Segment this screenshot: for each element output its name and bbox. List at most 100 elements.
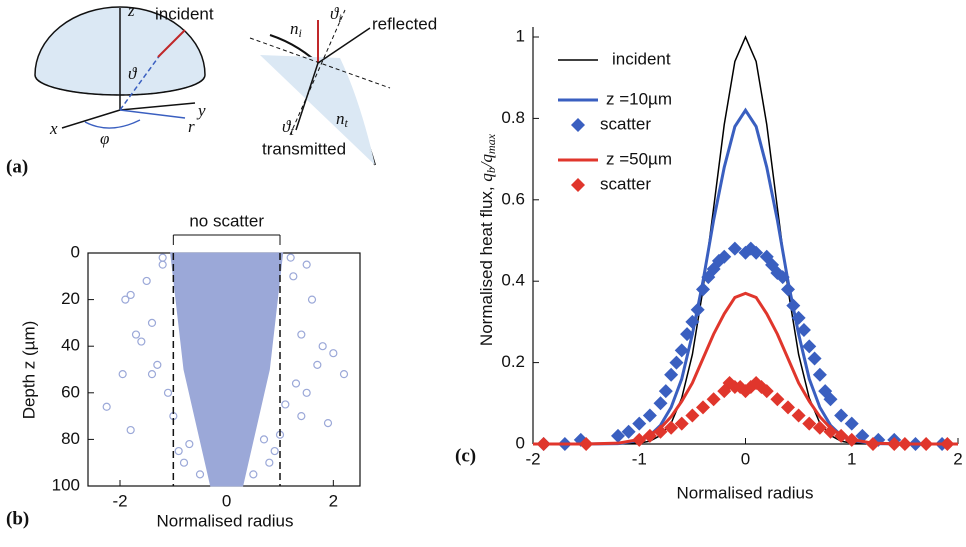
scatter-point — [185, 439, 194, 449]
diamond-marker — [919, 437, 934, 451]
diamond-marker — [696, 400, 710, 415]
x-tick-label: -1 — [632, 449, 647, 468]
diamond-marker — [940, 437, 955, 451]
scatter-point — [126, 425, 135, 435]
diamond-marker — [791, 310, 806, 325]
sub: t — [290, 124, 294, 138]
diamond-marker — [536, 437, 551, 451]
y-tick-label: 20 — [61, 289, 80, 308]
x-tick-label: 2 — [329, 491, 338, 510]
diamond-marker — [812, 367, 827, 382]
scatter-point — [249, 470, 258, 479]
diamond-marker — [823, 392, 838, 407]
scatter-point — [302, 388, 311, 397]
diamond-marker — [823, 424, 838, 439]
x-tick-label: 0 — [222, 491, 231, 510]
scatter-point — [118, 370, 127, 379]
scatter-point — [174, 446, 183, 456]
theta-label: ϑ — [128, 64, 138, 83]
x-tick-label: -2 — [112, 491, 127, 510]
y-axis-label: Normalised heat flux, qb/qmax — [477, 133, 498, 346]
diamond-marker — [775, 270, 790, 285]
scatter-point — [142, 276, 151, 286]
diamond-marker — [690, 302, 705, 317]
transmitted-label: transmitted — [262, 139, 346, 158]
diamond-marker — [632, 432, 647, 447]
x-tick-label: 0 — [741, 449, 750, 468]
legend-label: z =10µm — [606, 89, 672, 108]
y-tick-label: 60 — [61, 382, 80, 401]
x-axis-label: Normalised radius — [157, 511, 294, 530]
incident-arrow — [157, 29, 186, 58]
legend-label: scatter — [600, 174, 651, 193]
legend-marker — [571, 118, 585, 132]
diamond-marker — [727, 241, 742, 256]
scatter-point — [147, 370, 157, 379]
scatter-point — [323, 418, 333, 428]
scatter-point — [313, 360, 322, 369]
diamond-marker — [685, 314, 700, 329]
scatter-point — [286, 253, 295, 262]
diamond-marker — [696, 282, 710, 297]
reflected-ray — [317, 27, 371, 64]
y-axis-label: Depth z (µm) — [19, 321, 38, 420]
label-text: / — [477, 160, 496, 168]
scatter-point — [302, 260, 311, 269]
diamond-marker — [674, 343, 689, 358]
y-label: y — [196, 101, 206, 120]
scatter-point — [195, 470, 205, 479]
legend-label: incident — [612, 49, 671, 68]
diamond-marker — [897, 437, 912, 451]
reflected-label: reflected — [372, 14, 437, 33]
scatter-point — [297, 412, 306, 421]
diamond-marker — [770, 392, 785, 407]
diamond-marker — [680, 327, 695, 342]
label-text: q — [477, 173, 496, 182]
y-tick-label: 40 — [61, 336, 80, 355]
line-series — [533, 35, 958, 445]
n-i-label: ni — [290, 19, 302, 40]
sub: i — [338, 11, 341, 25]
diamond-marker — [807, 351, 822, 366]
scatter-point — [339, 370, 349, 379]
diamond-marker — [653, 396, 668, 411]
x-tick-label: 2 — [953, 449, 962, 468]
diamond-marker — [791, 408, 806, 423]
legend-marker — [571, 178, 585, 192]
diamond-marker — [834, 428, 849, 443]
diamond-marker — [658, 384, 673, 399]
sub: t — [345, 116, 349, 130]
panel-label: (a) — [6, 156, 28, 177]
scatter-point — [281, 400, 290, 409]
dense-region — [170, 252, 284, 487]
phi-label: φ — [100, 129, 109, 148]
theta-i-label: ϑi — [330, 4, 342, 25]
diamond-marker — [812, 420, 827, 435]
legend-label: scatter — [600, 114, 651, 133]
phi-arc — [84, 119, 141, 129]
diamond-marker — [802, 416, 817, 431]
y-tick-label: 0.4 — [501, 271, 525, 290]
diamond-marker — [796, 323, 811, 338]
sub: i — [299, 26, 302, 40]
theta-t-label: ϑt — [282, 117, 294, 138]
scatter-point — [307, 295, 317, 304]
y-tick-label: 0 — [71, 242, 80, 261]
z-label: z — [127, 1, 135, 20]
x-axis-label: Normalised radius — [677, 483, 814, 502]
t: ϑ — [282, 117, 292, 136]
diamond-marker — [611, 428, 625, 443]
scatter-point — [270, 446, 279, 456]
normal — [289, 9, 346, 136]
scatter-point — [153, 360, 162, 369]
panel-a-diagram: z incident ϑ y x φ r ni ϑi reflected ϑt … — [6, 1, 437, 177]
diamond-marker — [664, 420, 679, 435]
tangent — [249, 37, 391, 89]
y-tick-label: 0.8 — [501, 108, 525, 127]
diamond-marker — [887, 437, 902, 451]
incident-label: incident — [155, 4, 214, 23]
panel-label: (c) — [455, 445, 476, 466]
n-t-label: nt — [336, 109, 349, 130]
n: n — [336, 109, 345, 128]
diamond-marker — [802, 339, 817, 354]
